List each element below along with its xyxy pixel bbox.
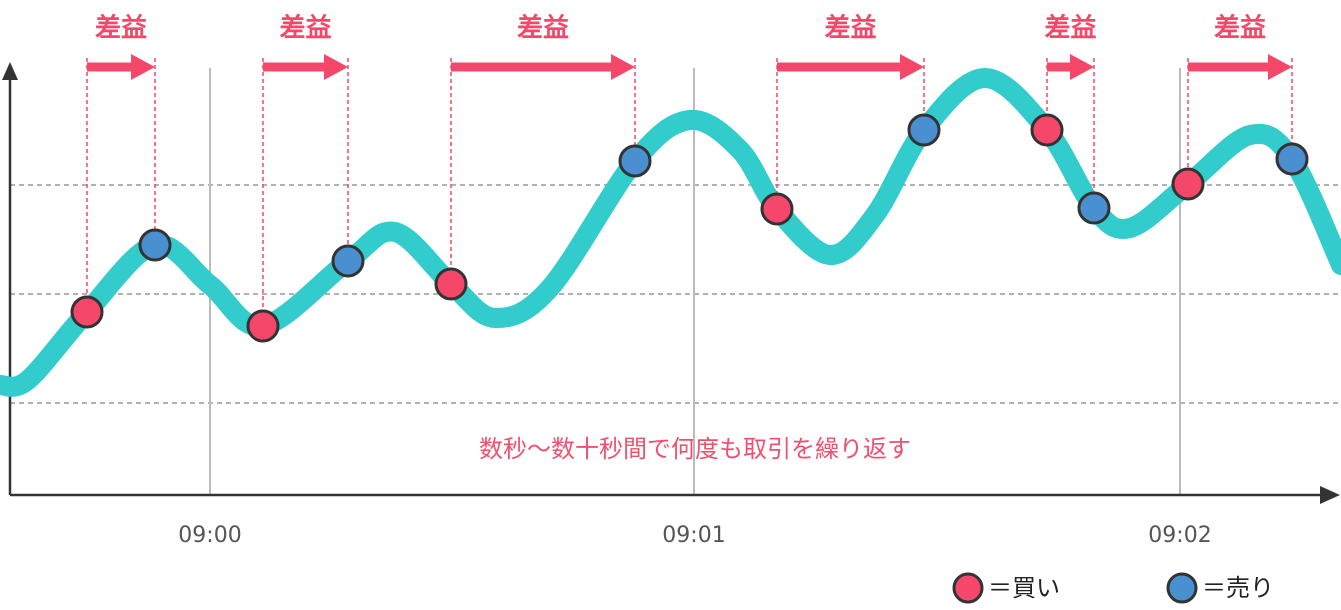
buy-point [1030,113,1064,147]
profit-label: 差益 [824,13,876,44]
buy-point [70,295,104,329]
profit-label: 差益 [279,13,331,44]
sell-point [907,113,941,147]
time-label: 09:00 [178,523,241,548]
profit-label: 差益 [1044,13,1096,44]
profit-arrowhead [1070,54,1094,80]
time-label: 09:01 [662,523,725,548]
profit-label: 差益 [1214,13,1266,44]
sell-point [1077,191,1111,225]
legend-label: ＝売り [1202,574,1274,602]
legend-label: ＝買い [988,574,1060,602]
sell-point [138,228,172,262]
profit-arrowhead [900,54,924,80]
x-axis-arrow [1320,486,1340,504]
profit-label: 差益 [517,13,569,44]
legend-sell-icon [1166,572,1198,604]
sell-point [331,244,365,278]
profit-label: 差益 [95,13,147,44]
legend-buy-icon [952,572,984,604]
buy-point [1171,167,1205,201]
buy-point [434,267,468,301]
buy-point [246,309,280,343]
time-label: 09:02 [1148,523,1211,548]
profit-arrowhead [324,54,348,80]
price-curve [0,67,1341,397]
profit-arrowhead [611,54,635,80]
y-axis-arrow [2,62,18,80]
sell-point [618,144,652,178]
profit-arrowhead [131,54,155,80]
profit-arrowhead [1268,54,1292,80]
buy-point [760,192,794,226]
sell-point [1275,142,1309,176]
